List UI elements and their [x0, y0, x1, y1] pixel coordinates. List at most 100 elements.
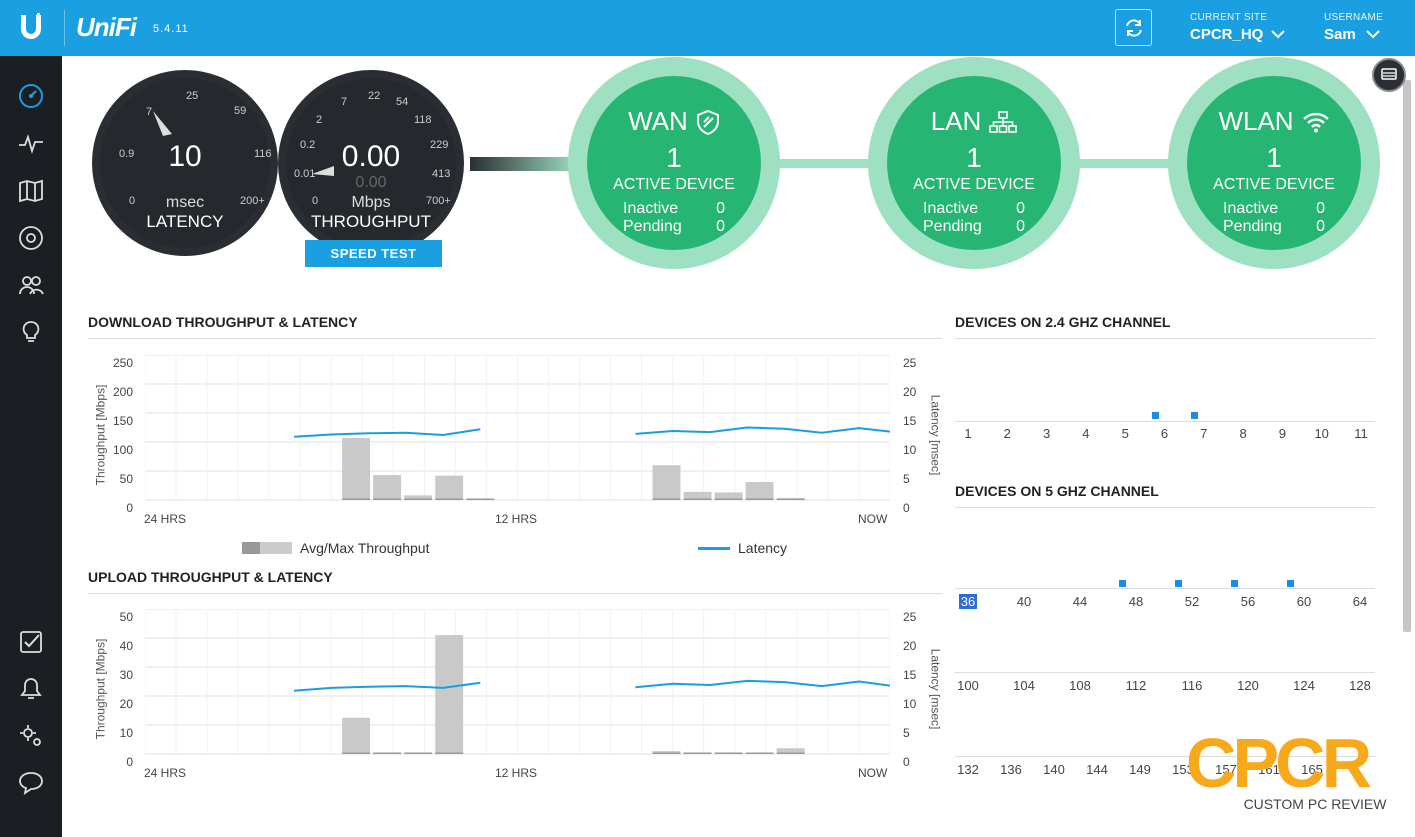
device-marker[interactable]: [1175, 580, 1182, 587]
dashboard-icon[interactable]: [17, 82, 45, 110]
channel-label: 153: [1172, 762, 1194, 777]
throughput-bar-avg: [404, 498, 433, 500]
corner-panel-button[interactable]: [1372, 58, 1406, 92]
lan-active-count: 1: [966, 142, 982, 173]
throughput-bar: [776, 748, 805, 754]
events-icon[interactable]: [17, 628, 45, 656]
current-site-dropdown[interactable]: CPCR_HQ: [1190, 26, 1286, 43]
current-site-caption: CURRENT SITE: [1190, 12, 1268, 23]
channel-label: 60: [1296, 594, 1312, 609]
channel-label: 157: [1215, 762, 1237, 777]
gauge-tick: 413: [432, 168, 451, 180]
wan-status[interactable]: WAN 1 ACTIVE DEVICE Inactive 0 Pending 0: [568, 57, 780, 269]
legend-throughput[interactable]: Avg/Max Throughput: [242, 540, 429, 556]
y-right-tick: 15: [903, 668, 917, 682]
shield-icon: [696, 109, 719, 135]
lan-active-label: ACTIVE DEVICE: [913, 176, 1035, 193]
y-right-tick: 10: [903, 697, 917, 711]
latency-unit: msec: [165, 194, 205, 211]
gauge-tick: 118: [414, 114, 432, 126]
refresh-button[interactable]: [1115, 9, 1152, 46]
throughput-bar-avg: [466, 498, 495, 500]
throughput-gauge[interactable]: 7 22 54 2 118 0.2 229 0.01 413 0 700+ 0.…: [278, 70, 464, 256]
y-left-tick: 0: [126, 755, 133, 769]
brand-name[interactable]: UniFi: [76, 12, 137, 42]
throughput-bar: [745, 482, 774, 500]
clients-icon[interactable]: [17, 271, 45, 299]
lan-wlan-connector: [1070, 159, 1180, 168]
channel-label: 10: [1314, 426, 1329, 441]
y-left-tick: 50: [119, 472, 133, 486]
channel-label: 161: [1258, 762, 1280, 777]
y-right-tick: 25: [903, 356, 917, 370]
map-icon[interactable]: [17, 177, 45, 205]
device-marker[interactable]: [1151, 412, 1159, 419]
gauge-tick: 2: [316, 114, 323, 126]
channel-label: 100: [957, 678, 979, 693]
lan-status[interactable]: LAN 1 ACTIVE DEVICE Inactive 0 Pending 0: [868, 57, 1080, 269]
download-y-right-title: Latency [msec]: [928, 394, 943, 476]
throughput-bar-avg: [342, 498, 371, 500]
devices-icon[interactable]: [17, 224, 45, 252]
legend-bar-swatch: [242, 542, 292, 554]
username-dropdown[interactable]: Sam: [1324, 26, 1380, 43]
channel-baseline: [955, 588, 1375, 589]
statistics-icon[interactable]: [17, 130, 45, 158]
latency-gauge[interactable]: 25 59 7 0.9 116 0 200+ 10 msec LATENCY: [92, 70, 278, 256]
channel-label: 116: [1181, 678, 1203, 693]
settings-icon[interactable]: [17, 722, 45, 750]
network-icon: [989, 110, 1018, 133]
upload-chart[interactable]: [145, 609, 890, 769]
device-marker[interactable]: [1287, 580, 1294, 587]
throughput-bar-avg: [373, 498, 402, 500]
y-left-tick: 150: [112, 414, 133, 428]
channel-label: 7: [1200, 426, 1208, 441]
current-site-value: CPCR_HQ: [1190, 26, 1264, 43]
channel-label: 136: [1000, 762, 1022, 777]
watermark-text: CPCR: [1186, 735, 1372, 802]
channel-label: 1: [964, 426, 972, 441]
y-left-tick: 10: [119, 726, 133, 740]
insights-icon[interactable]: [17, 318, 45, 346]
gauge-tick: 0.9: [119, 148, 135, 160]
channel-label: 4: [1082, 426, 1090, 441]
gauge-tick: 59: [234, 105, 247, 117]
wan-title: WAN: [628, 106, 688, 136]
throughput-bar-avg: [652, 498, 681, 500]
gauge-tick: 25: [186, 90, 199, 102]
upload-y-left-title: Throughput [Mbps]: [93, 638, 108, 740]
throughput-bar-avg: [683, 752, 712, 754]
throughput-caption: THROUGHPUT: [311, 212, 431, 231]
device-marker[interactable]: [1231, 580, 1238, 587]
y-left-tick: 50: [119, 610, 133, 624]
y-right-tick: 20: [903, 385, 917, 399]
y-right-tick: 0: [903, 755, 910, 769]
wlan-status[interactable]: WLAN 1 ACTIVE DEVICE Inactive 0 Pending 0: [1168, 57, 1380, 269]
section-divider: [955, 507, 1375, 508]
device-marker[interactable]: [1119, 580, 1126, 587]
channel-label: 9: [1278, 426, 1286, 441]
alerts-icon[interactable]: [17, 675, 45, 703]
channel-label: 52: [1184, 594, 1200, 609]
device-marker[interactable]: [1190, 412, 1198, 419]
download-chart[interactable]: [145, 355, 890, 515]
throughput-bar: [652, 465, 681, 500]
speed-test-button[interactable]: SPEED TEST: [305, 240, 442, 267]
chat-icon[interactable]: [17, 769, 45, 797]
throughput-bar: [373, 475, 402, 500]
gauge-connector: [470, 157, 580, 171]
y-left-tick: 40: [119, 639, 133, 653]
throughput-bar-avg: [776, 752, 805, 754]
refresh-icon: [1125, 18, 1142, 37]
gauge-needle: [312, 166, 334, 176]
upload-x-tick: 12 HRS: [495, 766, 538, 780]
scrollbar[interactable]: [1403, 80, 1411, 632]
y-left-tick: 250: [112, 356, 133, 370]
channel-label: 6: [1160, 426, 1169, 441]
channel-baseline: [955, 756, 1375, 757]
username-caption: USERNAME: [1324, 12, 1384, 23]
ubiquiti-logo-icon[interactable]: [14, 10, 48, 44]
throughput-bar-avg: [342, 752, 371, 754]
wan-active-count: 1: [666, 142, 682, 173]
legend-latency[interactable]: Latency: [698, 540, 787, 556]
